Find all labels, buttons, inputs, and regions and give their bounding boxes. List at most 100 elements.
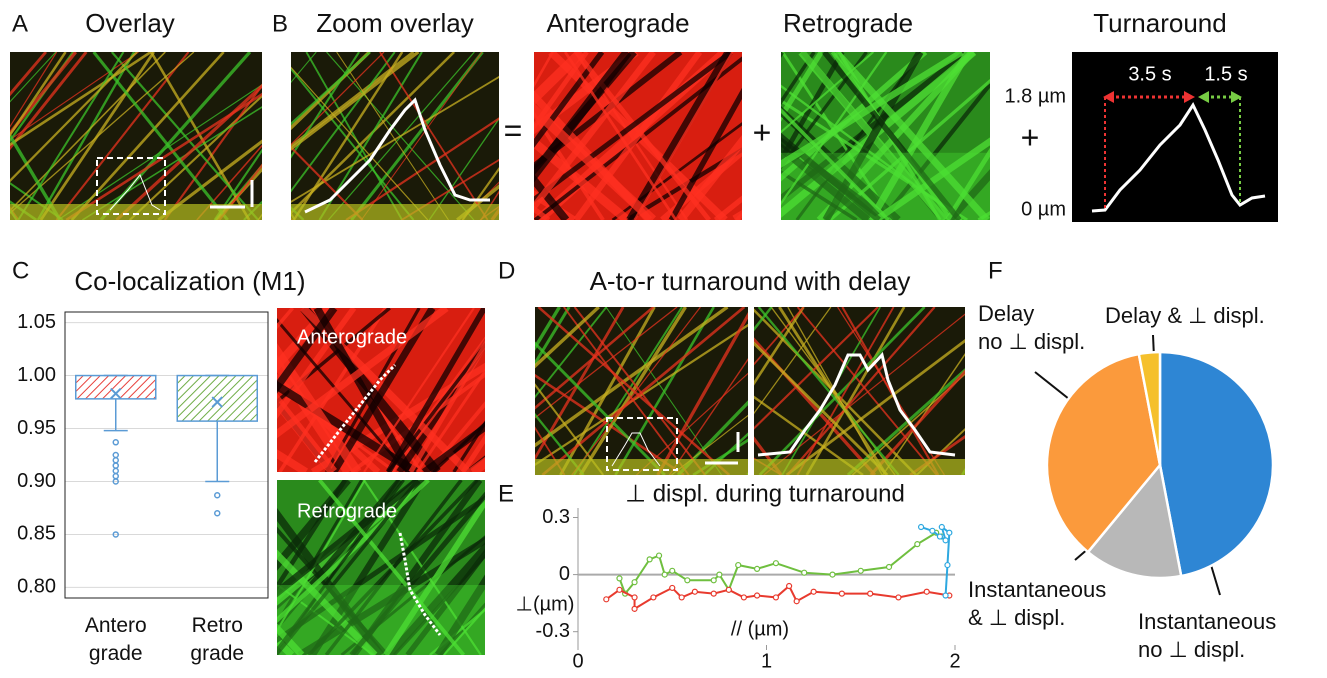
image-label: Anterograde [297, 326, 407, 348]
point [773, 561, 778, 566]
outlier [113, 458, 118, 463]
outlier [113, 463, 118, 468]
x-tick-label: Antero grade [76, 612, 156, 668]
y-tick-label: 0.85 [17, 523, 56, 545]
point [896, 595, 901, 600]
y-tick-label: 1.05 [17, 311, 56, 333]
point [651, 595, 656, 600]
point [755, 566, 760, 571]
panel-title: Anterograde [546, 8, 689, 38]
panel-label: C [12, 257, 29, 284]
outlier [215, 493, 220, 498]
x-tick-label: 1 [761, 650, 772, 672]
point [632, 606, 637, 611]
x-tick-label: Retro grade [177, 612, 257, 668]
glow [781, 153, 990, 220]
point [670, 568, 675, 573]
image-label: Retrograde [297, 500, 397, 522]
point [945, 563, 950, 568]
point [692, 589, 697, 594]
pie-label: Delay no ⊥ displ. [978, 300, 1085, 356]
panel-title: Turnaround [1093, 8, 1226, 38]
plot-frame [65, 312, 268, 598]
baseline-band [291, 204, 499, 220]
panel-label: B [272, 10, 288, 37]
scale-label: 1.8 µm [1004, 85, 1066, 107]
panel-title: A-to-r turnaround with delay [590, 266, 911, 296]
operator: = [504, 112, 523, 148]
box [177, 376, 257, 422]
panel-title: Retrograde [783, 8, 913, 38]
pie-label: Delay & ⊥ displ. [1105, 302, 1265, 330]
point [937, 534, 942, 539]
scale-label: 0 µm [1021, 198, 1066, 220]
panel-label: A [12, 10, 28, 37]
interval-label: 3.5 s [1128, 63, 1171, 85]
pie-label: Instantaneous & ⊥ displ. [968, 576, 1106, 632]
point [662, 572, 667, 577]
figure: ABCDEFOverlayZoom overlayAnterogradeRetr… [0, 0, 1327, 678]
outlier [113, 468, 118, 473]
outlier [215, 511, 220, 516]
outlier [113, 440, 118, 445]
y-tick-label: 0 [559, 563, 570, 585]
point [647, 557, 652, 562]
point [802, 570, 807, 575]
point [787, 584, 792, 589]
point [632, 580, 637, 585]
x-tick-label: 0 [572, 650, 583, 672]
point [930, 528, 935, 533]
kymograph [291, 52, 499, 220]
outlier [113, 474, 118, 479]
y-tick-label: 0.80 [17, 576, 56, 598]
y-axis-label: ⊥(µm) [516, 593, 575, 615]
chart-title: Co-localization (M1) [74, 266, 305, 296]
point [830, 572, 835, 577]
point [670, 585, 675, 590]
series-line [619, 533, 941, 594]
point [617, 576, 622, 581]
point [839, 591, 844, 596]
point [679, 595, 684, 600]
kymographs [0, 52, 1278, 655]
outlier [113, 453, 118, 458]
point [632, 595, 637, 600]
point [657, 553, 662, 558]
point [685, 578, 690, 583]
point [924, 589, 929, 594]
baseline-band [535, 459, 748, 475]
point [947, 530, 952, 535]
operator: + [753, 114, 772, 150]
y-tick-label: 0.3 [542, 506, 570, 528]
point [736, 563, 741, 568]
point [939, 525, 944, 530]
x-tick-label: 2 [949, 650, 960, 672]
pie-slice [1160, 352, 1273, 576]
x-axis-label: // (µm) [731, 618, 789, 640]
point [943, 538, 948, 543]
panel-label: F [988, 257, 1003, 284]
point [711, 578, 716, 583]
point [858, 568, 863, 573]
y-tick-label: -0.3 [536, 620, 570, 642]
panel-title: Zoom overlay [316, 8, 474, 38]
point [868, 591, 873, 596]
point [717, 572, 722, 577]
point [794, 599, 799, 604]
point [711, 591, 716, 596]
box [76, 376, 156, 399]
point [726, 587, 731, 592]
point [811, 589, 816, 594]
panel-title: Overlay [85, 8, 175, 38]
y-tick-label: 0.95 [17, 417, 56, 439]
y-tick-label: 1.00 [17, 364, 56, 386]
y-tick-label: 0.90 [17, 470, 56, 492]
figure-canvas: ABCDEFOverlayZoom overlayAnterogradeRetr… [0, 0, 1327, 678]
pie-label: Instantaneous no ⊥ displ. [1138, 608, 1276, 664]
point [617, 587, 622, 592]
point [773, 595, 778, 600]
panel-label: D [498, 257, 515, 284]
point [741, 595, 746, 600]
interval-label: 1.5 s [1204, 63, 1247, 85]
point [755, 593, 760, 598]
